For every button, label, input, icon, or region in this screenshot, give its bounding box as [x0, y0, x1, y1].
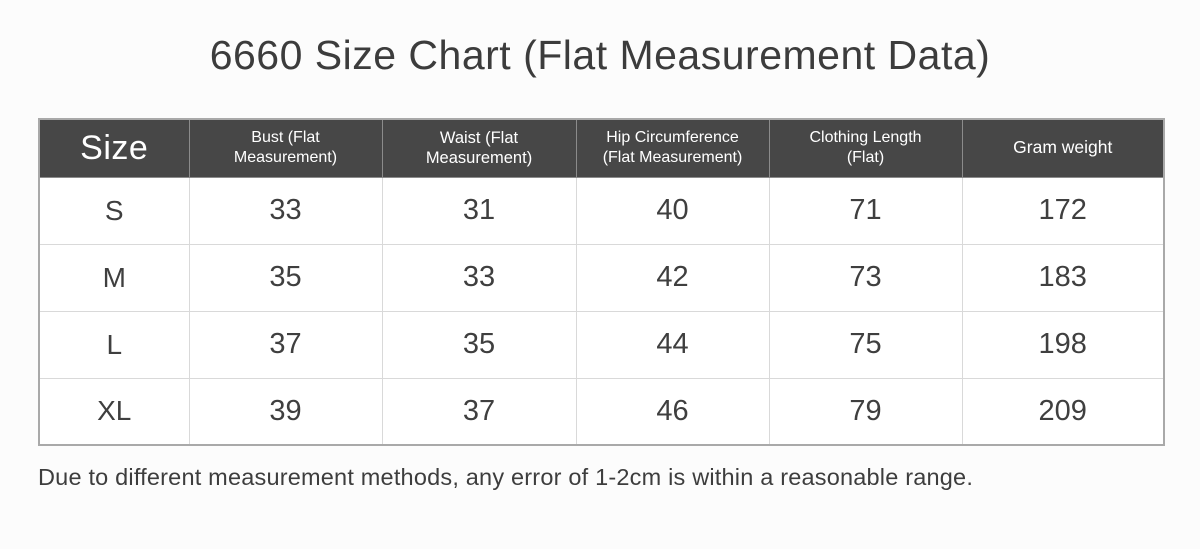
cell-waist-m: 33	[381, 243, 577, 312]
cell-size-s: S	[38, 176, 190, 245]
cell-length-xl: 79	[768, 377, 963, 446]
cell-gram-m: 183	[961, 243, 1165, 312]
cell-bust-s: 33	[188, 176, 383, 245]
column-header-size: Size	[38, 118, 190, 178]
table-header: Size Bust (Flat Measurement) Waist (Flat…	[38, 118, 1165, 178]
cell-hip-m: 42	[575, 243, 770, 312]
cell-hip-xl: 46	[575, 377, 770, 446]
column-header-clothing-length: Clothing Length (Flat)	[768, 118, 963, 178]
header-row: Size Bust (Flat Measurement) Waist (Flat…	[38, 118, 1165, 178]
cell-size-m: M	[38, 243, 190, 312]
cell-waist-xl: 37	[381, 377, 577, 446]
measurement-disclaimer: Due to different measurement methods, an…	[38, 464, 974, 490]
cell-bust-xl: 39	[188, 377, 383, 446]
cell-length-l: 75	[768, 310, 963, 379]
cell-bust-l: 37	[188, 310, 383, 379]
column-header-bust: Bust (Flat Measurement)	[188, 118, 383, 178]
cell-bust-m: 35	[188, 243, 383, 312]
table-row-m: M 35 33 42 73 183	[38, 243, 1165, 312]
column-header-waist: Waist (Flat Measurement)	[381, 118, 577, 178]
table-row-s: S 33 31 40 71 172	[38, 176, 1165, 245]
cell-length-m: 73	[768, 243, 963, 312]
cell-size-l: L	[38, 310, 190, 379]
cell-waist-s: 31	[381, 176, 577, 245]
cell-hip-l: 44	[575, 310, 770, 379]
table-row-l: L 37 35 44 75 198	[38, 310, 1165, 379]
cell-gram-l: 198	[961, 310, 1165, 379]
column-header-gram-weight: Gram weight	[961, 118, 1165, 178]
cell-length-s: 71	[768, 176, 963, 245]
page-title: 6660 Size Chart (Flat Measurement Data)	[209, 32, 991, 78]
cell-gram-s: 172	[961, 176, 1165, 245]
cell-gram-xl: 209	[961, 377, 1165, 446]
cell-waist-l: 35	[381, 310, 577, 379]
cell-size-xl: XL	[38, 377, 190, 446]
cell-hip-s: 40	[575, 176, 770, 245]
column-header-hip: Hip Circumference (Flat Measurement)	[575, 118, 770, 178]
size-chart-table: Size Bust (Flat Measurement) Waist (Flat…	[38, 118, 1165, 446]
table-row-xl: XL 39 37 46 79 209	[38, 377, 1165, 446]
table-body: S 33 31 40 71 172 M 35 33 42 73 183 L 37…	[38, 176, 1165, 446]
